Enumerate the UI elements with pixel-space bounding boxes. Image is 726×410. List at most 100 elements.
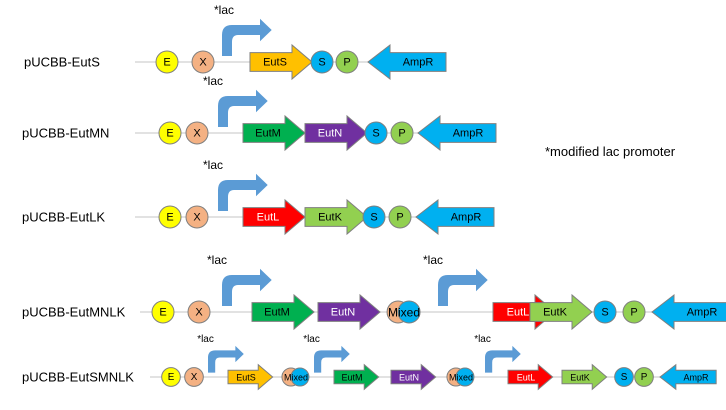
gene-ampr-arrow	[415, 198, 495, 236]
site-s-label: S	[601, 307, 608, 319]
lac-promoter-arrow	[485, 345, 521, 373]
lac-promoter-label: *lac	[207, 253, 227, 267]
mixed-site-label: Mixed	[284, 373, 308, 383]
site-s-label: S	[372, 128, 379, 140]
gene-eutn-arrow	[317, 293, 381, 331]
gene-eutm-arrow	[242, 114, 306, 152]
construct-name: pUCBB-EutS	[24, 55, 100, 70]
mixed-site-s-circle	[455, 367, 475, 387]
mixed-site-s-circle	[290, 367, 310, 387]
site-p-circle	[622, 300, 646, 324]
construct-name: pUCBB-EutMNLK	[22, 305, 126, 320]
gene-eutn-label: EutN	[399, 373, 419, 383]
gene-eutl-label: EutL	[507, 307, 530, 319]
site-x-circle	[191, 50, 215, 74]
site-p-circle	[388, 205, 412, 229]
gene-ampr-arrow	[651, 293, 726, 331]
site-p-label: P	[343, 57, 350, 69]
lac-promoter-arrow	[222, 18, 272, 56]
gene-eutm-label: EutM	[255, 128, 281, 140]
site-e-circle	[155, 50, 179, 74]
gene-eutl-label: EutL	[517, 373, 536, 383]
gene-eutm-arrow	[333, 363, 380, 391]
site-x-label: X	[191, 372, 198, 383]
lac-promoter-arrow	[222, 268, 272, 306]
gene-eutm-arrow	[251, 293, 315, 331]
lac-promoter-arrow	[218, 89, 268, 127]
gene-eutk-arrow	[561, 363, 608, 391]
site-e-circle	[158, 121, 182, 145]
gene-euts-arrow	[227, 363, 274, 391]
gene-eutn-arrow	[304, 114, 368, 152]
construct-name: pUCBB-EutLK	[22, 210, 105, 225]
gene-ampr-label: AmpR	[403, 57, 434, 69]
gene-eutk-arrow	[529, 293, 593, 331]
site-e-label: E	[166, 212, 173, 224]
lac-promoter-label: *lac	[303, 334, 320, 345]
gene-ampr-label: AmpR	[453, 128, 484, 140]
construct-name: pUCBB-EutSMNLK	[22, 370, 134, 385]
site-s-circle	[593, 300, 617, 324]
lac-promoter-arrow	[314, 345, 350, 373]
mixed-site-s-circle	[397, 300, 421, 324]
site-x-label: X	[193, 128, 201, 140]
site-e-label: E	[159, 307, 166, 319]
gene-eutm-label: EutM	[341, 373, 362, 383]
lac-promoter-label: *lac	[423, 253, 443, 267]
site-s-circle	[364, 121, 388, 145]
site-p-label: P	[630, 307, 637, 319]
site-p-label: P	[641, 372, 648, 383]
site-s-label: S	[621, 372, 628, 383]
site-x-label: X	[195, 307, 203, 319]
lac-promoter-label: *lac	[474, 334, 491, 345]
lac-promoter-label: *lac	[214, 3, 234, 17]
site-e-label: E	[166, 128, 173, 140]
site-x-circle	[184, 367, 204, 387]
lac-promoter-arrow	[438, 268, 488, 306]
gene-euts-label: EutS	[236, 373, 256, 383]
construct-pucbb-eutlk: pUCBB-EutLK E X *lac EutL EutK S P AmpR	[22, 158, 495, 236]
site-e-label: E	[168, 372, 175, 383]
construct-pucbb-eutmn: pUCBB-EutMN E X *lac EutM EutN S P AmpR	[22, 74, 497, 152]
gene-ampr-arrow	[367, 43, 447, 81]
construct-pucbb-eutsmnlk: pUCBB-EutSMNLK E X *lac EutS Mixed *lac EutM Eut…	[22, 334, 717, 391]
site-x-circle	[185, 205, 209, 229]
site-p-circle	[335, 50, 359, 74]
gene-euts-label: EutS	[263, 57, 287, 69]
mixed-site-label: Mixed	[449, 373, 473, 383]
gene-eutl-arrow	[507, 363, 554, 391]
gene-eutn-label: EutN	[318, 128, 343, 140]
lac-promoter-arrow	[208, 345, 244, 373]
gene-eutk-label: EutK	[318, 212, 343, 224]
site-s-circle	[310, 50, 334, 74]
site-x-label: X	[199, 57, 207, 69]
mixed-site-label: Mixed	[388, 306, 420, 320]
lac-promoter-arrow	[218, 173, 268, 211]
lac-promoter-label: *lac	[197, 334, 214, 345]
gene-eutk-arrow	[304, 198, 368, 236]
site-s-label: S	[370, 212, 377, 224]
site-p-circle	[634, 367, 654, 387]
gene-ampr-label: AmpR	[687, 307, 718, 319]
site-e-circle	[161, 367, 181, 387]
gene-eutl-arrow	[242, 198, 306, 236]
gene-eutl-label: EutL	[257, 212, 280, 224]
site-e-label: E	[163, 57, 170, 69]
gene-eutk-label: EutK	[570, 373, 590, 383]
site-p-circle	[390, 121, 414, 145]
gene-eutk-label: EutK	[543, 307, 568, 319]
gene-eutn-arrow	[390, 363, 437, 391]
gene-ampr-label: AmpR	[451, 212, 482, 224]
gene-eutn-label: EutN	[331, 307, 356, 319]
site-s-circle	[362, 205, 386, 229]
site-p-label: P	[398, 128, 405, 140]
site-e-circle	[151, 300, 175, 324]
lac-promoter-label: *lac	[203, 158, 223, 172]
gene-eutm-label: EutM	[264, 307, 290, 319]
construct-pucbb-euts: pUCBB-EutS E X *lac EutS S P AmpR	[24, 3, 447, 81]
site-x-label: X	[193, 212, 201, 224]
site-x-circle	[187, 300, 211, 324]
site-s-label: S	[318, 57, 325, 69]
gene-euts-arrow	[249, 43, 313, 81]
